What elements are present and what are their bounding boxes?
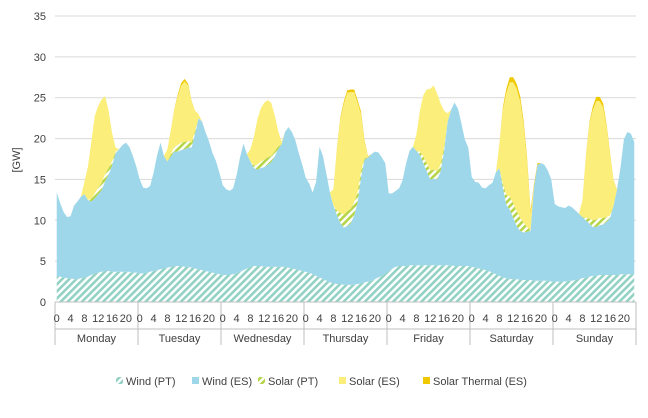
y-tick-label: 30 <box>34 52 46 64</box>
x-hour-label: 20 <box>618 313 630 325</box>
x-hour-label: 4 <box>151 313 157 325</box>
x-hour-label: 20 <box>203 313 215 325</box>
x-hour-label: 16 <box>106 313 118 325</box>
x-hour-label: 12 <box>507 313 519 325</box>
x-hour-label: 16 <box>355 313 367 325</box>
x-hour-label: 4 <box>68 313 74 325</box>
legend-item: Solar (PT) <box>258 376 318 388</box>
x-hour-label: 20 <box>369 313 381 325</box>
x-hour-label: 0 <box>137 313 143 325</box>
x-hour-label: 8 <box>496 313 502 325</box>
x-hour-label: 20 <box>286 313 298 325</box>
y-tick-label: 20 <box>34 134 46 146</box>
legend-item: Wind (ES) <box>192 376 252 388</box>
x-hour-label: 4 <box>483 313 489 325</box>
legend-label: Wind (ES) <box>202 376 252 388</box>
x-hour-label: 16 <box>189 313 201 325</box>
x-hour-label: 8 <box>247 313 253 325</box>
x-hour-label: 4 <box>566 313 572 325</box>
area-series-wind-pt <box>56 265 635 302</box>
legend-item: Solar Thermal (ES) <box>423 376 527 388</box>
area-series-solar-es <box>56 81 635 231</box>
x-hour-label: 4 <box>234 313 240 325</box>
x-day-label: Thursday <box>323 333 369 345</box>
x-hour-label: 12 <box>590 313 602 325</box>
x-hour-label: 16 <box>604 313 616 325</box>
legend-item: Wind (PT) <box>116 376 176 388</box>
legend-swatch <box>192 377 199 384</box>
x-day-label: Monday <box>77 333 117 345</box>
legend-swatch <box>258 377 265 384</box>
legend-label: Solar (PT) <box>268 376 318 388</box>
x-hour-label: 8 <box>413 313 419 325</box>
area-layer <box>56 77 635 302</box>
legend-swatch <box>339 377 346 384</box>
legend-label: Solar (ES) <box>349 376 400 388</box>
y-tick-label: 25 <box>34 93 46 105</box>
x-hour-label: 16 <box>521 313 533 325</box>
x-hour-label: 12 <box>341 313 353 325</box>
x-day-label: Tuesday <box>159 333 201 345</box>
x-hour-label: 12 <box>92 313 104 325</box>
legend-label: Solar Thermal (ES) <box>433 376 527 388</box>
x-day-label: Wednesday <box>234 333 292 345</box>
x-hour-label: 0 <box>220 313 226 325</box>
x-hour-label: 0 <box>54 313 60 325</box>
area-series-wind-es <box>56 102 635 285</box>
x-day-label: Saturday <box>489 333 534 345</box>
x-hour-label: 0 <box>303 313 309 325</box>
x-hour-label: 8 <box>81 313 87 325</box>
x-day-label: Sunday <box>576 333 614 345</box>
x-hour-label: 8 <box>579 313 585 325</box>
legend: Wind (PT) Wind (ES) Solar (PT) Solar (ES) So… <box>116 376 527 388</box>
legend-label: Wind (PT) <box>126 376 176 388</box>
x-hour-label: 12 <box>258 313 270 325</box>
y-tick-label: 15 <box>34 174 46 186</box>
x-hour-label: 12 <box>175 313 187 325</box>
x-hour-label: 0 <box>552 313 558 325</box>
x-day-label: Friday <box>413 333 444 345</box>
x-hour-label: 4 <box>400 313 406 325</box>
legend-swatch <box>116 377 123 384</box>
x-hour-label: 0 <box>469 313 475 325</box>
y-tick-label: 5 <box>40 256 46 268</box>
x-hour-label: 16 <box>272 313 284 325</box>
x-hour-label: 20 <box>452 313 464 325</box>
x-hour-label: 20 <box>535 313 547 325</box>
legend-item: Solar (ES) <box>339 376 400 388</box>
x-hour-label: 16 <box>438 313 450 325</box>
x-hour-label: 4 <box>317 313 323 325</box>
y-tick-label: 10 <box>34 215 46 227</box>
x-hour-label: 12 <box>424 313 436 325</box>
x-hour-label: 20 <box>120 313 132 325</box>
y-axis-title: [GW] <box>11 147 23 172</box>
y-tick-label: 35 <box>34 11 46 23</box>
x-hour-label: 8 <box>164 313 170 325</box>
x-hour-label: 0 <box>386 313 392 325</box>
legend-swatch <box>423 377 430 384</box>
y-tick-label: 0 <box>40 297 46 309</box>
x-hour-label: 8 <box>330 313 336 325</box>
